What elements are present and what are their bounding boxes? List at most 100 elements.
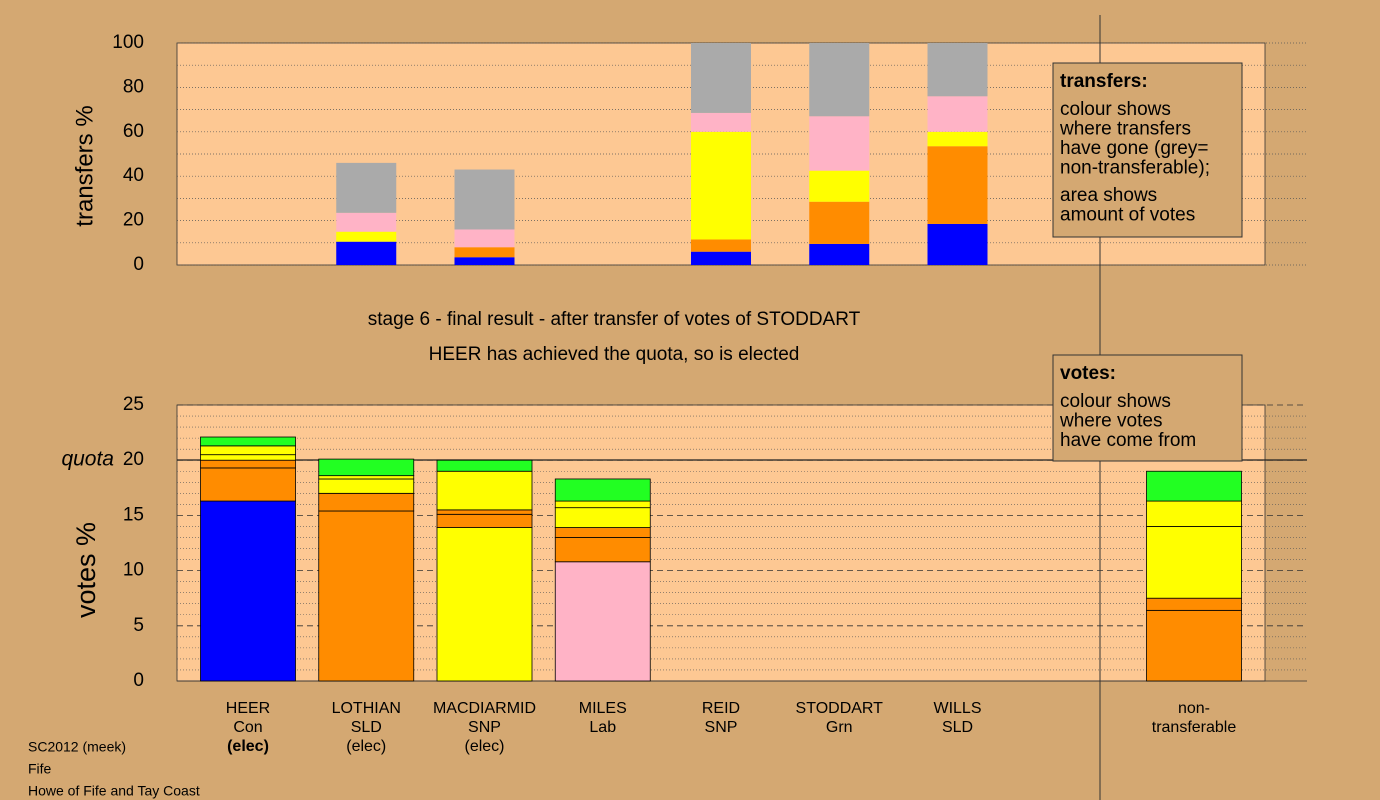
x-tick-label: (elec) <box>464 738 504 755</box>
y-tick-label: 10 <box>123 560 144 581</box>
x-tick-label: Con <box>233 719 262 736</box>
bar-segment <box>554 561 651 682</box>
bar-segment <box>200 500 296 682</box>
x-tick-label: SLD <box>351 719 382 736</box>
bar-segment <box>200 445 296 456</box>
bar-segment <box>200 467 296 502</box>
bar-segment <box>1146 609 1242 682</box>
bar-segment <box>436 513 533 528</box>
note-text: have gone (grey= <box>1060 138 1208 159</box>
stage-subtitle: HEER has achieved the quota, so is elect… <box>429 344 800 365</box>
x-tick-label: HEER <box>226 700 270 717</box>
x-tick-label: SNP <box>468 719 501 736</box>
note-text: colour shows <box>1060 99 1171 120</box>
x-tick-label: MILES <box>579 700 627 717</box>
bar-segment <box>454 247 515 258</box>
footer-line: Fife <box>28 761 52 777</box>
y-tick-label: 20 <box>123 449 144 470</box>
bar-segment <box>554 537 651 563</box>
bar-segment <box>436 527 533 682</box>
x-tick-label: SLD <box>942 719 973 736</box>
x-tick-label: transferable <box>1152 719 1237 736</box>
bar-segment <box>1146 470 1242 502</box>
bar-segment <box>809 201 870 244</box>
quota-label: quota <box>61 448 114 471</box>
bar-segment <box>436 459 533 472</box>
y-tick-label: 60 <box>123 121 144 142</box>
bar-segment <box>436 509 533 515</box>
bar-segment <box>691 112 751 132</box>
note-text: area shows <box>1060 185 1157 206</box>
y-axis-label: transfers % <box>71 105 98 226</box>
bar-segment <box>691 251 751 265</box>
bar-segment <box>200 459 296 469</box>
x-tick-label: Grn <box>826 719 853 736</box>
bar-segment <box>454 229 515 248</box>
bar-segment <box>927 223 988 265</box>
bar-segment <box>318 492 415 512</box>
bar-segment <box>927 131 988 147</box>
y-tick-label: 20 <box>123 210 144 231</box>
y-tick-label: 0 <box>133 254 144 275</box>
bar-segment <box>927 96 988 132</box>
note-text: amount of votes <box>1060 205 1195 226</box>
bar-segment <box>318 510 415 682</box>
bar-segment <box>554 478 651 502</box>
stage-title: stage 6 - final result - after transfer … <box>368 309 861 330</box>
bar-segment <box>318 475 415 480</box>
y-tick-label: 5 <box>133 615 144 636</box>
note-text: have come from <box>1060 430 1196 451</box>
bar-segment <box>336 241 397 265</box>
x-tick-label: MACDIARMID <box>433 700 536 717</box>
bar-segment <box>336 162 397 213</box>
y-axis-label: votes % <box>71 522 101 618</box>
bar-segment <box>454 257 515 265</box>
note-text: where transfers <box>1059 119 1191 140</box>
note-text: where votes <box>1059 411 1162 432</box>
y-tick-label: 80 <box>123 76 144 97</box>
x-tick-label: (elec) <box>346 738 386 755</box>
x-tick-label: (elec) <box>227 738 269 755</box>
bar-segment <box>436 470 533 511</box>
bar-segment <box>1146 500 1242 527</box>
note-heading: votes: <box>1060 363 1116 384</box>
bar-segment <box>318 458 415 477</box>
note-box <box>1052 354 1243 462</box>
bar-segment <box>809 116 870 171</box>
bar-segment <box>200 436 296 447</box>
x-tick-label: Lab <box>589 719 616 736</box>
bar-segment <box>554 527 651 538</box>
note-text: colour shows <box>1060 391 1171 412</box>
y-tick-label: 25 <box>123 394 144 415</box>
y-tick-label: 0 <box>133 670 144 691</box>
note-text: non-transferable); <box>1060 158 1210 179</box>
bar-segment <box>554 500 651 509</box>
y-tick-label: 15 <box>123 504 144 525</box>
bar-segment <box>809 243 870 265</box>
bar-segment <box>927 43 988 97</box>
bar-segment <box>554 507 651 528</box>
bar-segment <box>809 170 870 202</box>
bar-segment <box>1146 597 1242 611</box>
footer-line: Howe of Fife and Tay Coast <box>28 783 200 799</box>
x-tick-label: WILLS <box>933 700 981 717</box>
x-tick-label: STODDART <box>796 700 884 717</box>
bar-segment <box>927 146 988 224</box>
y-tick-label: 40 <box>123 165 144 186</box>
x-tick-label: SNP <box>705 719 738 736</box>
bar-segment <box>454 169 515 230</box>
bar-segment <box>318 478 415 494</box>
x-tick-label: non- <box>1178 700 1210 717</box>
bar-segment <box>1146 526 1242 599</box>
note-heading: transfers: <box>1060 71 1148 92</box>
bar-segment <box>809 43 870 117</box>
x-tick-label: LOTHIAN <box>332 700 401 717</box>
bar-segment <box>691 239 751 252</box>
bar-segment <box>336 231 397 242</box>
bar-segment <box>336 212 397 232</box>
bar-segment <box>200 454 296 461</box>
x-tick-label: REID <box>702 700 740 717</box>
bar-segment <box>691 43 751 113</box>
y-tick-label: 100 <box>112 32 144 53</box>
